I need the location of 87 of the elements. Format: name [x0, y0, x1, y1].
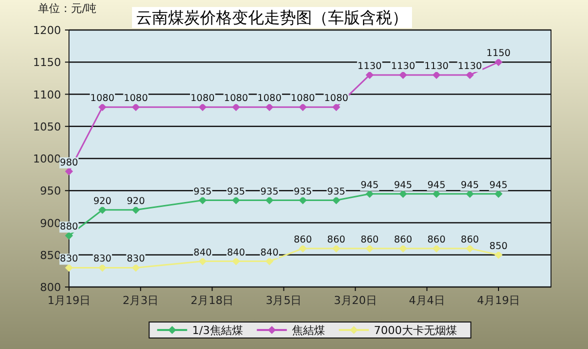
data-label: 1080 — [190, 93, 215, 104]
data-label: 935 — [194, 186, 212, 198]
x-tick-label: 3月20日 — [334, 294, 377, 307]
point — [466, 244, 474, 252]
point — [65, 232, 73, 240]
point — [132, 103, 140, 112]
point — [132, 206, 140, 214]
y-tick-label: 950 — [40, 184, 61, 198]
data-label: 860 — [394, 234, 412, 246]
legend-label: 7000大卡无烟煤 — [374, 324, 457, 337]
data-label: 1130 — [390, 60, 416, 72]
point — [399, 190, 408, 198]
point — [366, 190, 374, 198]
chart-title: 云南煤炭价格变化走势图（车版含税） — [136, 8, 408, 27]
data-label: 920 — [126, 196, 145, 207]
y-tick-label: 900 — [40, 216, 61, 230]
data-label: 935 — [226, 186, 246, 198]
data-label: 935 — [327, 186, 346, 198]
y-tick-label: 850 — [40, 248, 61, 262]
data-label: 1080 — [257, 93, 282, 104]
point — [432, 190, 440, 198]
point — [494, 190, 503, 198]
x-tick-label: 1月19日 — [48, 294, 90, 307]
data-label: 830 — [60, 254, 78, 265]
data-label: 860 — [327, 234, 346, 246]
data-label: 840 — [226, 247, 246, 258]
point — [65, 264, 73, 272]
x-tick-label: 2月18日 — [190, 294, 234, 307]
data-label: 880 — [60, 222, 78, 233]
data-label: 830 — [93, 254, 112, 265]
x-tick-label: 4月19日 — [477, 294, 520, 307]
data-label: 1080 — [124, 93, 148, 104]
y-tick-label: 1150 — [33, 56, 61, 70]
legend-label: 焦結煤 — [292, 324, 325, 337]
y-tick-label: 1050 — [33, 120, 61, 134]
data-label: 1130 — [424, 60, 449, 72]
point — [432, 244, 440, 252]
data-label: 1080 — [224, 93, 248, 104]
data-label: 840 — [194, 247, 212, 258]
x-tick-label: 2月3日 — [122, 294, 159, 307]
data-label: 860 — [427, 234, 446, 246]
point — [366, 244, 374, 252]
data-label: 860 — [294, 234, 312, 246]
y-tick-label: 1100 — [33, 88, 61, 102]
y-tick-label: 1000 — [33, 152, 61, 166]
point — [366, 70, 374, 79]
point — [98, 264, 106, 272]
data-label: 1130 — [358, 60, 382, 72]
point — [432, 70, 440, 79]
data-label: 1130 — [458, 60, 482, 72]
point — [332, 196, 340, 204]
data-label: 920 — [93, 196, 112, 207]
point — [494, 58, 503, 66]
point — [399, 244, 408, 252]
data-label: 830 — [126, 254, 145, 265]
data-label: 860 — [460, 234, 479, 246]
data-label: 1080 — [290, 93, 315, 104]
data-label: 935 — [260, 186, 279, 198]
data-label: 1080 — [90, 93, 114, 104]
y-tick-label: 1200 — [33, 24, 61, 37]
data-label: 980 — [60, 157, 78, 168]
x-tick-label: 4月4日 — [408, 294, 445, 307]
data-label: 945 — [489, 180, 508, 191]
data-label: 850 — [489, 240, 508, 252]
point — [98, 206, 106, 214]
data-label: 840 — [260, 247, 279, 258]
point — [466, 70, 474, 79]
y-axis-title: 单位：元/吨 — [38, 2, 97, 15]
data-label: 935 — [294, 186, 312, 198]
data-label: 945 — [460, 180, 479, 191]
point — [494, 250, 503, 259]
point — [65, 167, 73, 176]
point — [332, 103, 340, 112]
data-label: 945 — [394, 180, 412, 191]
data-label: 945 — [360, 180, 379, 191]
point — [466, 190, 474, 198]
data-label: 1150 — [486, 48, 511, 60]
x-tick-label: 3月5日 — [266, 294, 302, 307]
point — [98, 103, 106, 112]
point — [132, 264, 140, 272]
point — [332, 244, 340, 252]
y-tick-label: 800 — [40, 281, 61, 294]
data-label: 860 — [360, 234, 379, 246]
legend-label: 1/3焦結煤 — [192, 324, 243, 337]
data-label: 1080 — [324, 93, 348, 104]
point — [399, 70, 408, 79]
data-label: 945 — [427, 180, 446, 191]
